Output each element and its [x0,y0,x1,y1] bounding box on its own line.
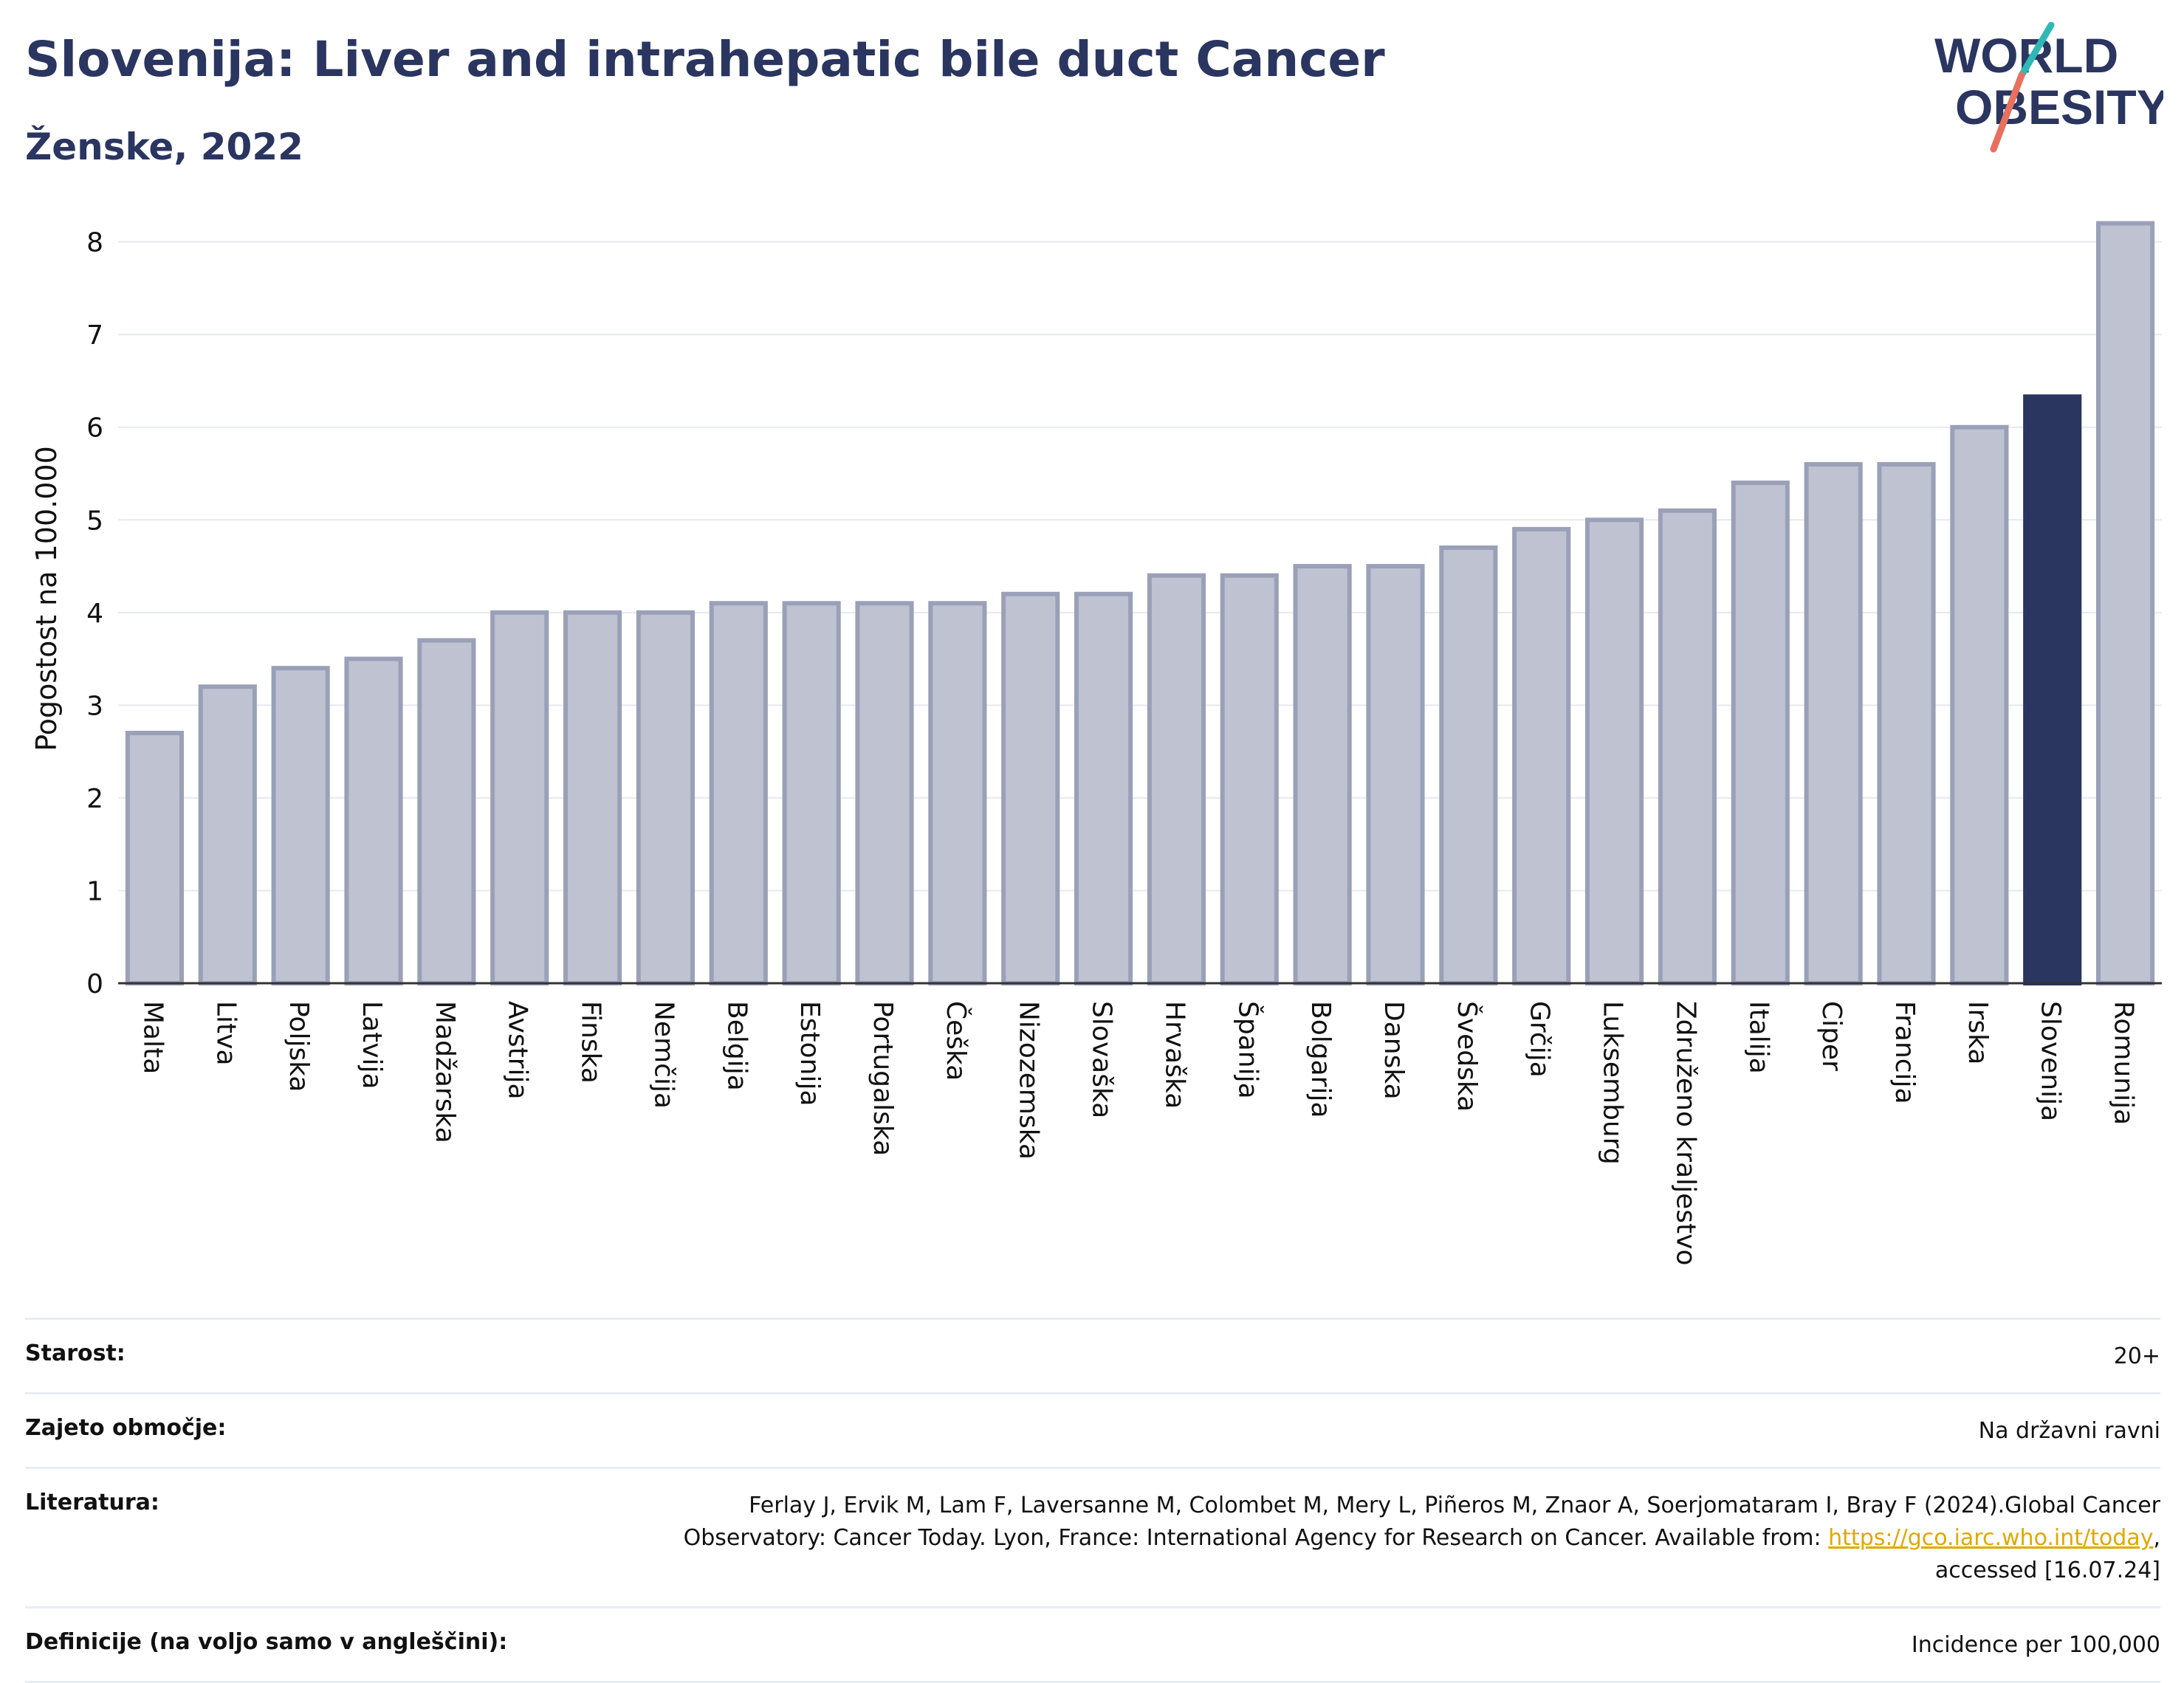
y-axis-ticks: 0 1 2 3 4 5 6 7 8 [86,228,103,999]
x-tick-label: Madžarska [430,1001,460,1143]
info-row-age: Starost: 20+ [25,1318,2160,1392]
world-obesity-logo: WORLD OBESITY [1934,22,2163,153]
bar-nizozemska[interactable] [1001,591,1060,985]
y-tick-label: 7 [86,320,103,351]
bar-španija[interactable] [1220,573,1279,985]
x-tick-label: Irska [1962,1001,1993,1064]
bar-luksemburg[interactable] [1584,517,1644,985]
info-row-literature: Literatura: Ferlay J, Ervik M, Lam F, La… [25,1467,2160,1606]
definitions-value: Incidence per 100,000 [1911,1632,2160,1658]
x-tick-label: Litva [210,1001,241,1066]
bar-bolgarija[interactable] [1293,564,1352,985]
age-label: Starost: [25,1340,126,1366]
literature-text-3: , [2153,1525,2160,1551]
bar-grčija[interactable] [1512,526,1571,985]
literature-text-2: Observatory: Cancer Today. Lyon, France:… [683,1525,1829,1551]
bar-združeno-kraljestvo[interactable] [1658,508,1717,985]
logo-accent-teal [2018,22,2055,79]
bar-češka[interactable] [928,601,987,985]
info-table: Starost: 20+ Zajeto območje: Na državni … [25,1318,2160,1683]
area-label: Zajeto območje: [25,1415,227,1441]
bar-madžarska[interactable] [417,638,476,985]
x-tick-label: Hrvaška [1159,1001,1189,1109]
logo-accent-coral [1990,72,2025,153]
x-tick-label: Danska [1378,1001,1409,1100]
bar-ciper[interactable] [1804,461,1863,985]
y-tick-label: 8 [86,228,103,258]
literature-label: Literatura: [25,1490,159,1515]
definitions-label: Definicije (na voljo samo v angleščini): [25,1629,508,1655]
logo-text-obesity: OBESITY [1955,80,2163,134]
bar-francija[interactable] [1877,461,1936,985]
y-tick-label: 4 [86,599,103,629]
bar-danska[interactable] [1366,564,1425,985]
x-tick-label: Grčija [1525,1001,1555,1078]
bar-hrvaška[interactable] [1147,573,1206,985]
bar-finska[interactable] [563,610,622,985]
x-tick-label: Bolgarija [1305,1001,1336,1118]
y-tick-label: 1 [86,876,103,906]
y-tick-label: 5 [86,506,103,536]
y-tick-label: 0 [86,969,103,999]
x-tick-label: Malta [137,1001,168,1074]
x-tick-label: Finska [576,1001,606,1084]
bar-poljska[interactable] [271,666,330,985]
bar-romunija[interactable] [2095,221,2155,986]
x-tick-label: Italija [1743,1001,1773,1074]
literature-text-1: Ferlay J, Ervik M, Lam F, Laversanne M, … [749,1493,2160,1518]
y-tick-label: 3 [86,691,103,721]
x-tick-label: Švedska [1452,1001,1483,1112]
age-value: 20+ [2113,1343,2160,1369]
bar-slovenija[interactable] [2023,394,2082,985]
bar-latvija[interactable] [344,656,403,985]
bar-italija[interactable] [1731,481,1790,985]
x-tick-label: Poljska [284,1001,314,1092]
x-tick-label: Slovaška [1087,1001,1117,1118]
bar-belgija[interactable] [709,601,768,985]
x-tick-label: Nemčija [648,1001,679,1109]
logo-text-world: WORLD [1934,28,2118,83]
x-tick-label: Francija [1889,1001,1920,1104]
x-tick-label: Estonija [794,1001,825,1106]
literature-text-4: accessed [16.07.24] [1934,1558,2160,1583]
bar-litva[interactable] [198,684,257,986]
x-axis-labels: Malta Litva Poljska Latvija Madžarska Avstrij… [137,1001,2138,1266]
literature-value: Ferlay J, Ervik M, Lam F, Laversanne M, … [684,1490,2160,1587]
bar-nemčija[interactable] [636,610,696,985]
x-tick-label: Belgija [721,1001,752,1091]
x-tick-label: Romunija [2109,1001,2139,1125]
bar-avstrija[interactable] [490,610,549,985]
info-row-area: Zajeto območje: Na državni ravni [25,1392,2160,1467]
y-axis-label: Pogostost na 100.000 [30,446,63,751]
x-tick-label: Avstrija [503,1001,533,1100]
bar-švedska[interactable] [1439,545,1498,985]
bar-malta[interactable] [125,731,185,985]
info-row-definitions: Definicije (na voljo samo v angleščini):… [25,1606,2160,1683]
y-tick-label: 2 [86,784,103,814]
x-tick-label: Nizozemska [1014,1001,1044,1160]
y-tick-label: 6 [86,413,103,444]
area-value: Na državni ravni [1978,1418,2160,1444]
x-tick-label: Češka [941,1001,972,1081]
bar-portugalska[interactable] [855,601,914,985]
x-tick-label: Španija [1232,1001,1263,1099]
x-tick-label: Ciper [1816,1001,1847,1071]
bar-slovaška[interactable] [1074,591,1133,985]
x-tick-label: Združeno kraljestvo [1670,1001,1700,1266]
bar-irska[interactable] [1950,424,2009,985]
bar-chart: 0 1 2 3 4 5 6 7 8 Malta Litva Poljska Latvija Madžar… [30,221,2162,1266]
chart-subtitle: Ženske, 2022 [25,125,303,168]
bars [125,221,2155,986]
x-tick-label: Latvija [357,1001,387,1090]
x-tick-label: Portugalska [868,1001,898,1156]
x-tick-label: Slovenija [2036,1001,2066,1121]
bar-estonija[interactable] [782,601,841,985]
literature-link[interactable]: https://gco.iarc.who.int/today [1828,1525,2154,1551]
chart-title: Slovenija: Liver and intrahepatic bile d… [25,31,1385,88]
x-tick-label: Luksemburg [1598,1001,1628,1165]
